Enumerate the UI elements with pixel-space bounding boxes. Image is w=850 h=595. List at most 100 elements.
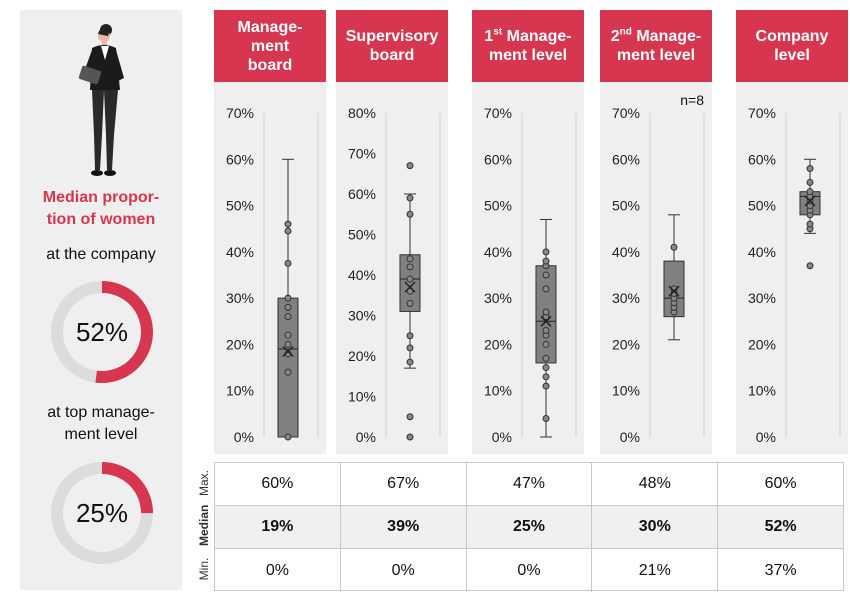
data-point [670,243,678,251]
company-label: at the company [46,246,156,263]
y-tick-label: 20% [612,336,640,352]
y-tick-label: 10% [484,383,512,399]
data-point [406,344,414,352]
data-point [406,433,414,441]
mean-marker [282,345,294,357]
data-point [806,178,814,186]
stats-cell: 21% [592,549,719,592]
y-tick-label: 80% [348,105,376,121]
y-tick-label: 0% [356,429,376,445]
data-point [284,331,292,339]
row-label-min: Min. [197,557,211,581]
chart-title-company-level: Company level [736,10,848,82]
y-tick-label: 40% [226,244,254,260]
chart-title-supervisory-board: Supervisory board [336,10,448,82]
mean-marker [540,315,552,327]
data-point [406,263,414,271]
data-point [806,188,814,196]
stats-cell: 39% [341,506,467,548]
stats-cell: 60% [215,463,341,505]
data-point [542,271,550,279]
company-donut-arc [51,281,153,383]
boxplot-second-management-level: 0% 10% 20% 30% 40% 50% 60% 70% [612,105,705,445]
chart-supervisory-board: Supervisory board 0% 10% 20% 30% 40% 50% 60% 70… [336,10,448,454]
data-point [284,259,292,267]
boxplot-management-board: 0% 10% 20% 30% 40% 50% 60% 70% [226,105,319,445]
data-point [542,414,550,422]
y-tick-label: 60% [484,151,512,167]
boxplot-first-management-level: 0% 10% 20% 30% 40% 50% 60% 70% [484,105,577,445]
chart-second-management-level: 2nd Manage- ment level n=8 0% 10% 20% 30% 40… [600,10,712,454]
data-point [406,275,414,283]
data-point [542,248,550,256]
boxplot-supervisory-board: 0% 10% 20% 30% 40% 50% 60% 70% 80% [348,105,441,445]
y-tick-label: 40% [348,267,376,283]
data-point [284,294,292,302]
mean-marker [804,195,816,207]
y-tick-label: 50% [226,198,254,214]
top-management-donut: 25% [48,459,156,567]
summary-panel: Median propor- tion of women at the comp… [20,10,182,590]
boxplot-company-level: 0% 10% 20% 30% 40% 50% 60% 70% [748,105,841,445]
data-point [406,162,414,170]
data-point [406,332,414,340]
stats-cell: 0% [341,549,467,592]
y-tick-label: 10% [348,389,376,405]
data-point [806,220,814,228]
data-point [542,308,550,316]
y-tick-label: 10% [748,383,776,399]
y-tick-label: 50% [348,227,376,243]
y-tick-label: 20% [748,336,776,352]
row-label-max: Max. [197,470,211,497]
stats-cell: 0% [215,549,341,592]
y-tick-label: 10% [226,383,254,399]
stats-cell: 47% [467,463,593,505]
stats-cell: 60% [764,475,797,492]
data-point [542,373,550,381]
y-tick-label: 40% [748,244,776,260]
chart-title-second-management-level: 2nd Manage- ment level [600,10,712,82]
y-tick-label: 70% [348,146,376,162]
chart-title-management-board: Manage- ment board [214,10,326,82]
data-point [542,257,550,265]
mean-marker [668,285,680,297]
y-tick-label: 20% [484,336,512,352]
y-tick-label: 40% [612,244,640,260]
y-tick-label: 10% [612,383,640,399]
y-tick-label: 20% [226,336,254,352]
data-point [406,413,414,421]
stats-row-min: 0% 0% 0% 21% 37% [215,549,843,592]
top-management-donut-arc [51,462,153,564]
box-iqr [399,254,421,312]
data-point [284,220,292,228]
y-tick-label: 50% [484,198,512,214]
data-point [406,358,414,366]
mean-marker [404,281,416,293]
stats-cell: 67% [341,463,467,505]
sample-size-note: n=8 [680,92,704,108]
top-management-value: 25% [75,498,129,528]
data-point [406,299,414,307]
stats-cell: 25% [467,506,593,548]
y-tick-label: 20% [348,348,376,364]
data-point [284,368,292,376]
y-tick-label: 60% [226,151,254,167]
y-tick-label: 0% [620,429,640,445]
stats-cell: 48% [592,463,719,505]
stats-cell: 52% [764,518,797,535]
data-point [406,194,414,202]
data-point [542,340,550,348]
y-tick-label: 60% [348,186,376,202]
data-point [542,382,550,390]
stats-cell: 30% [592,506,719,548]
y-tick-label: 0% [756,429,776,445]
stats-row-max: 60% 67% 47% 48% 60% [215,463,843,506]
data-point [284,303,292,311]
y-tick-label: 30% [748,290,776,306]
businesswoman-illustration [78,24,124,176]
stats-cell: 0% [467,549,593,592]
top-management-label: at top manage- ment level [47,404,155,443]
chart-first-management-level: 1st Manage- ment level 0% 10% 20% 30% 40% 50%… [472,10,584,454]
y-tick-label: 60% [748,151,776,167]
y-tick-label: 30% [226,290,254,306]
